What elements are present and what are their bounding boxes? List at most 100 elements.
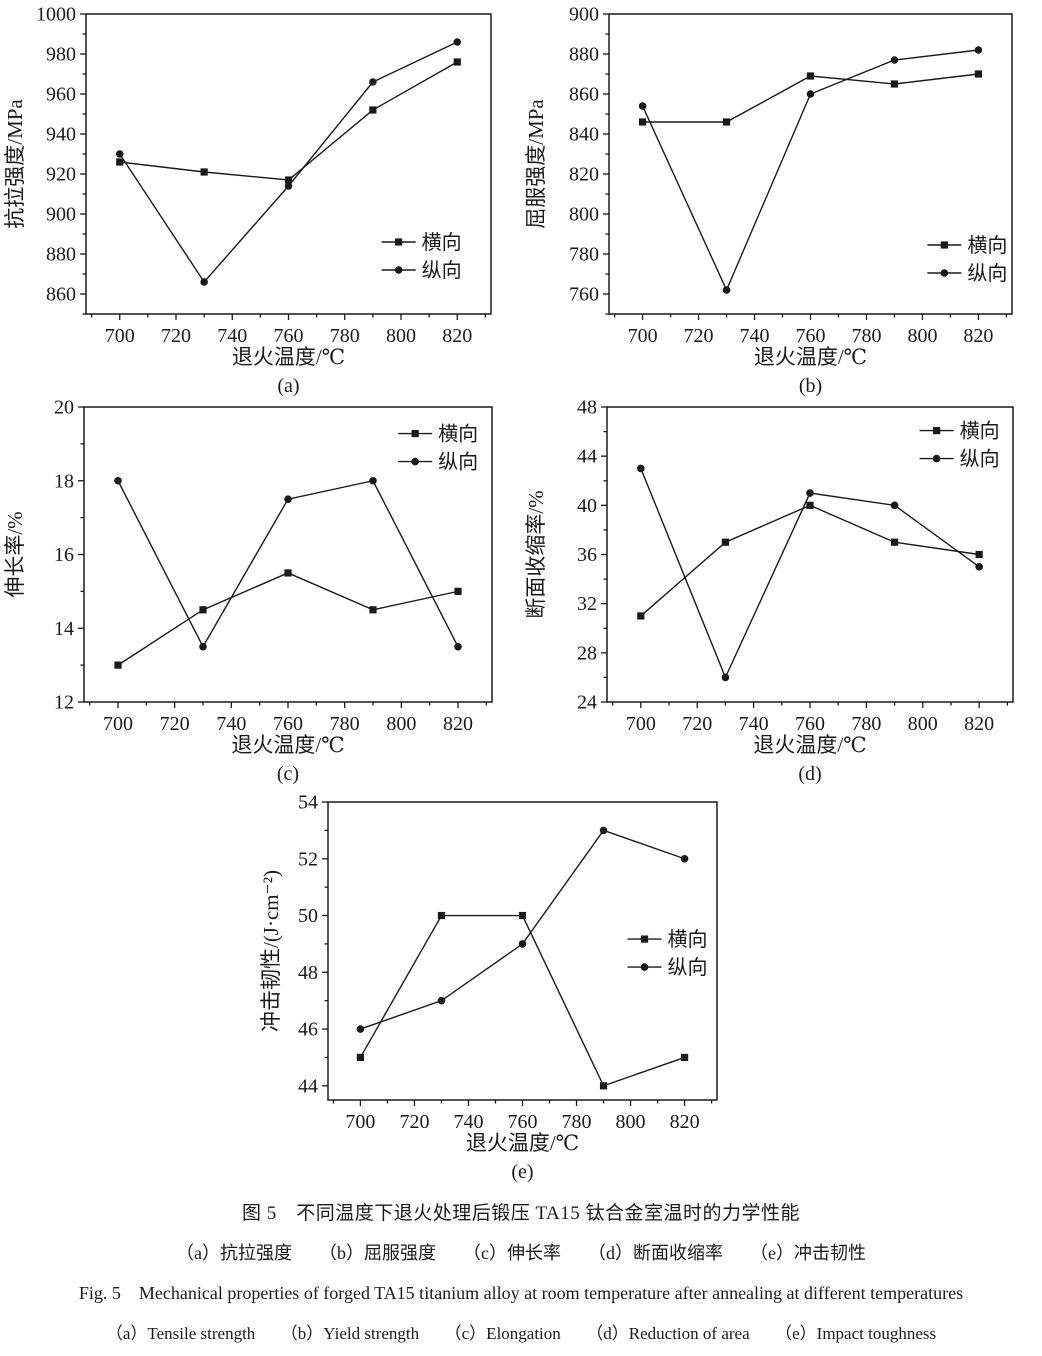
circle-marker [394, 266, 403, 274]
legend-label: 横向 [668, 928, 708, 951]
square-marker [890, 538, 899, 546]
y-tick-label: 44 [298, 1075, 318, 1097]
legend-item-1: 纵向 [919, 448, 1000, 471]
subplot-label: (d) [798, 763, 821, 785]
legend-label: 纵向 [438, 451, 478, 474]
circle-marker [369, 476, 377, 485]
y-tick-label: 24 [577, 692, 597, 714]
y-tick-label: 820 [569, 164, 599, 186]
x-axis-label: 退火温度/℃ [753, 733, 866, 757]
circle-marker [721, 673, 730, 682]
x-tick-label: 780 [330, 325, 360, 347]
axes [603, 13, 1008, 320]
square-marker [680, 1053, 689, 1062]
circle-marker [199, 642, 207, 651]
chart-b-yield-strength: 700 720 740 760 780 800 820 760 780 800 820 840 860 8… [521, 0, 1042, 397]
axes [78, 406, 487, 708]
square-marker [933, 427, 941, 435]
x-tick-label: 760 [795, 713, 825, 735]
circle-marker [284, 495, 292, 503]
subplot-label: (e) [511, 1161, 533, 1183]
y-tick-label: 760 [569, 284, 599, 306]
x-tick-label: 800 [616, 1111, 646, 1133]
x-tick-label: 820 [670, 1111, 700, 1133]
legend-item-0: 横向 [398, 423, 478, 446]
square-marker [437, 911, 446, 920]
chart-c-elongation: 700 720 740 760 780 800 820 12 14 16 18 20 退火温度/℃ (c)… [0, 392, 521, 794]
subplot-label: (b) [799, 375, 822, 396]
square-marker [454, 587, 462, 595]
legend-item-0: 横向 [927, 234, 1007, 257]
series-0-square [638, 70, 983, 126]
chart-d-reduction-of-area: 700 720 740 760 780 800 820 24 28 32 36 40 44 48 退火温度/… [521, 392, 1042, 794]
chart-a-tensile-strength: 700 720 740 760 780 800 820 860 880 900 920 940 960 9… [0, 0, 521, 397]
square-marker [940, 241, 948, 249]
square-marker [356, 1053, 365, 1062]
circle-marker [932, 454, 941, 463]
y-tick-label: 50 [298, 905, 318, 927]
square-marker [411, 429, 419, 438]
square-marker [284, 176, 293, 184]
series-line [640, 468, 980, 680]
y-tick-label: 940 [46, 124, 76, 146]
chart-a-canvas: 700 720 740 760 780 800 820 860 880 900 920 940 960 9… [3, 4, 492, 397]
x-tick-label: 720 [399, 1111, 429, 1133]
x-tick-label: 740 [740, 325, 770, 347]
axes [322, 801, 713, 1106]
x-tick-label: 700 [628, 325, 658, 347]
square-marker [638, 118, 647, 126]
subplot-label: (c) [277, 763, 299, 785]
series-0-square [356, 911, 689, 1090]
legend-item-0: 横向 [627, 928, 708, 951]
y-tick-label: 860 [46, 284, 76, 306]
x-axis-label: 退火温度/℃ [232, 345, 345, 369]
circle-marker [974, 46, 983, 54]
y-tick-label: 12 [54, 692, 74, 714]
y-axis-label: 断面收缩率/% [524, 490, 548, 618]
x-tick-label: 820 [963, 325, 993, 347]
plot-frame [327, 801, 718, 1101]
caption-zh-items: （a）抗拉强度 （b）屈服强度 （c）伸长率 （d）断面收缩率 （e）冲击韧性 [176, 1243, 866, 1263]
series-1-circle [114, 476, 462, 651]
square-marker [116, 158, 124, 166]
circle-marker [437, 996, 446, 1005]
square-marker [199, 606, 207, 614]
x-tick-label: 820 [443, 713, 473, 735]
square-marker [722, 118, 731, 126]
circle-marker [806, 90, 815, 98]
legend-item-1: 纵向 [381, 259, 462, 282]
series-line [119, 41, 458, 284]
legend-item-1: 纵向 [627, 956, 708, 979]
y-tick-label: 18 [54, 470, 74, 492]
square-marker [284, 569, 292, 577]
plot-frame [606, 406, 1014, 703]
x-tick-label: 800 [386, 713, 416, 735]
circle-marker [806, 489, 814, 497]
legend-item-1: 纵向 [398, 451, 478, 474]
x-tick-label: 700 [626, 713, 656, 735]
square-marker [974, 70, 983, 78]
y-tick-label: 900 [569, 4, 599, 26]
caption-zh-title: 图 5 不同温度下退火处理后锻压 TA15 钛合金室温时的力学性能 [241, 1203, 801, 1224]
x-tick-label: 720 [682, 713, 712, 735]
y-tick-label: 980 [46, 44, 76, 66]
x-tick-label: 800 [908, 713, 938, 735]
chart-d-canvas: 700 720 740 760 780 800 820 24 28 32 36 40 44 48 退火温度/… [524, 397, 1014, 785]
chart-e-canvas: 700 720 740 760 780 800 820 44 46 48 50 52 54 退火温度/℃ (… [259, 792, 718, 1183]
square-marker [453, 58, 461, 66]
y-tick-label: 14 [54, 618, 74, 640]
circle-marker [722, 286, 731, 294]
x-tick-label: 760 [796, 325, 826, 347]
x-axis-label: 退火温度/℃ [754, 345, 867, 369]
x-tick-label: 780 [330, 713, 360, 735]
series-line [360, 829, 685, 1030]
legend-label: 纵向 [422, 259, 462, 282]
square-marker [640, 935, 649, 943]
series-0-square [116, 58, 461, 184]
square-marker [200, 168, 208, 176]
square-marker [518, 911, 527, 920]
